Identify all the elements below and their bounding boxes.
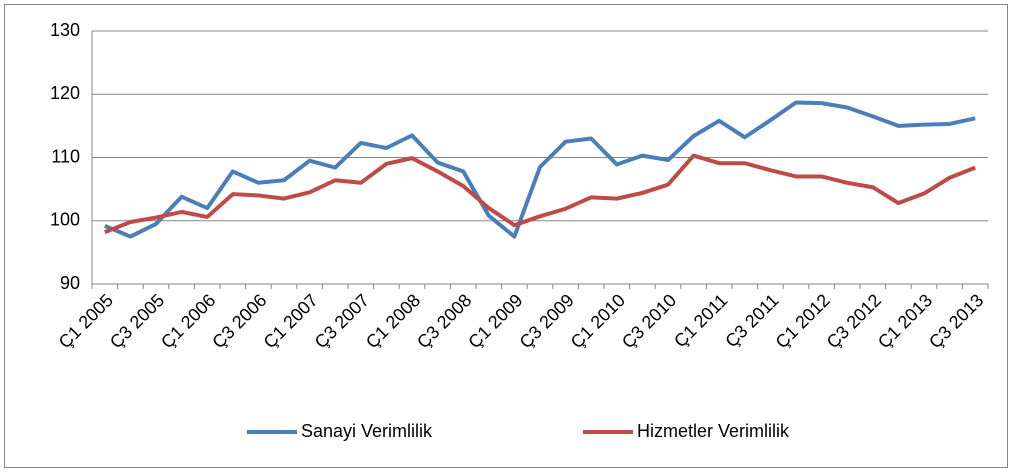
y-tick-label: 110 xyxy=(51,146,80,166)
legend-label: Sanayi Verimlilik xyxy=(301,421,433,441)
y-tick-label: 120 xyxy=(50,83,80,103)
data-line xyxy=(104,100,976,239)
legend-label: Hizmetler Verimlilik xyxy=(637,421,790,441)
y-tick-label: 100 xyxy=(50,210,80,230)
chart-border xyxy=(4,4,1008,468)
y-tick-label: 90 xyxy=(60,273,80,293)
data-line xyxy=(104,153,976,234)
y-tick-label: 130 xyxy=(50,20,80,40)
